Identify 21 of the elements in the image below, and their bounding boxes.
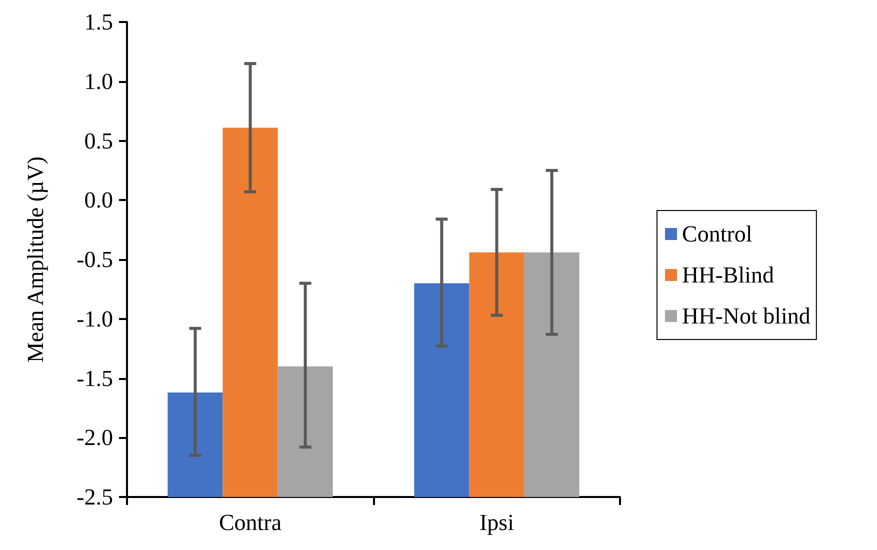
- bar: [469, 252, 524, 497]
- y-tick-label: 0.0: [84, 188, 113, 213]
- legend-label: HH-Not blind: [682, 304, 811, 328]
- y-tick-label: -1.5: [76, 366, 113, 391]
- y-tick-label: -0.5: [76, 247, 113, 272]
- bar: [168, 392, 223, 497]
- y-tick-label: 1.0: [84, 68, 113, 94]
- y-axis-title: Mean Amplitude (µV): [23, 156, 48, 363]
- legend-label: HH-Blind: [682, 262, 774, 288]
- bar: [524, 252, 580, 497]
- y-tick-label: 1.5: [84, 10, 113, 34]
- x-tick-label: Ipsi: [480, 510, 514, 535]
- legend-label: Control: [682, 222, 752, 246]
- y-tick-label: -2.5: [76, 484, 113, 510]
- bar: [222, 128, 278, 497]
- y-tick-label: -1.0: [76, 306, 113, 332]
- y-tick-label: 0.5: [84, 128, 113, 154]
- bar: [278, 366, 333, 497]
- x-tick-label: Contra: [218, 510, 282, 535]
- bar: [414, 283, 470, 497]
- y-tick-label: -2.0: [76, 425, 113, 450]
